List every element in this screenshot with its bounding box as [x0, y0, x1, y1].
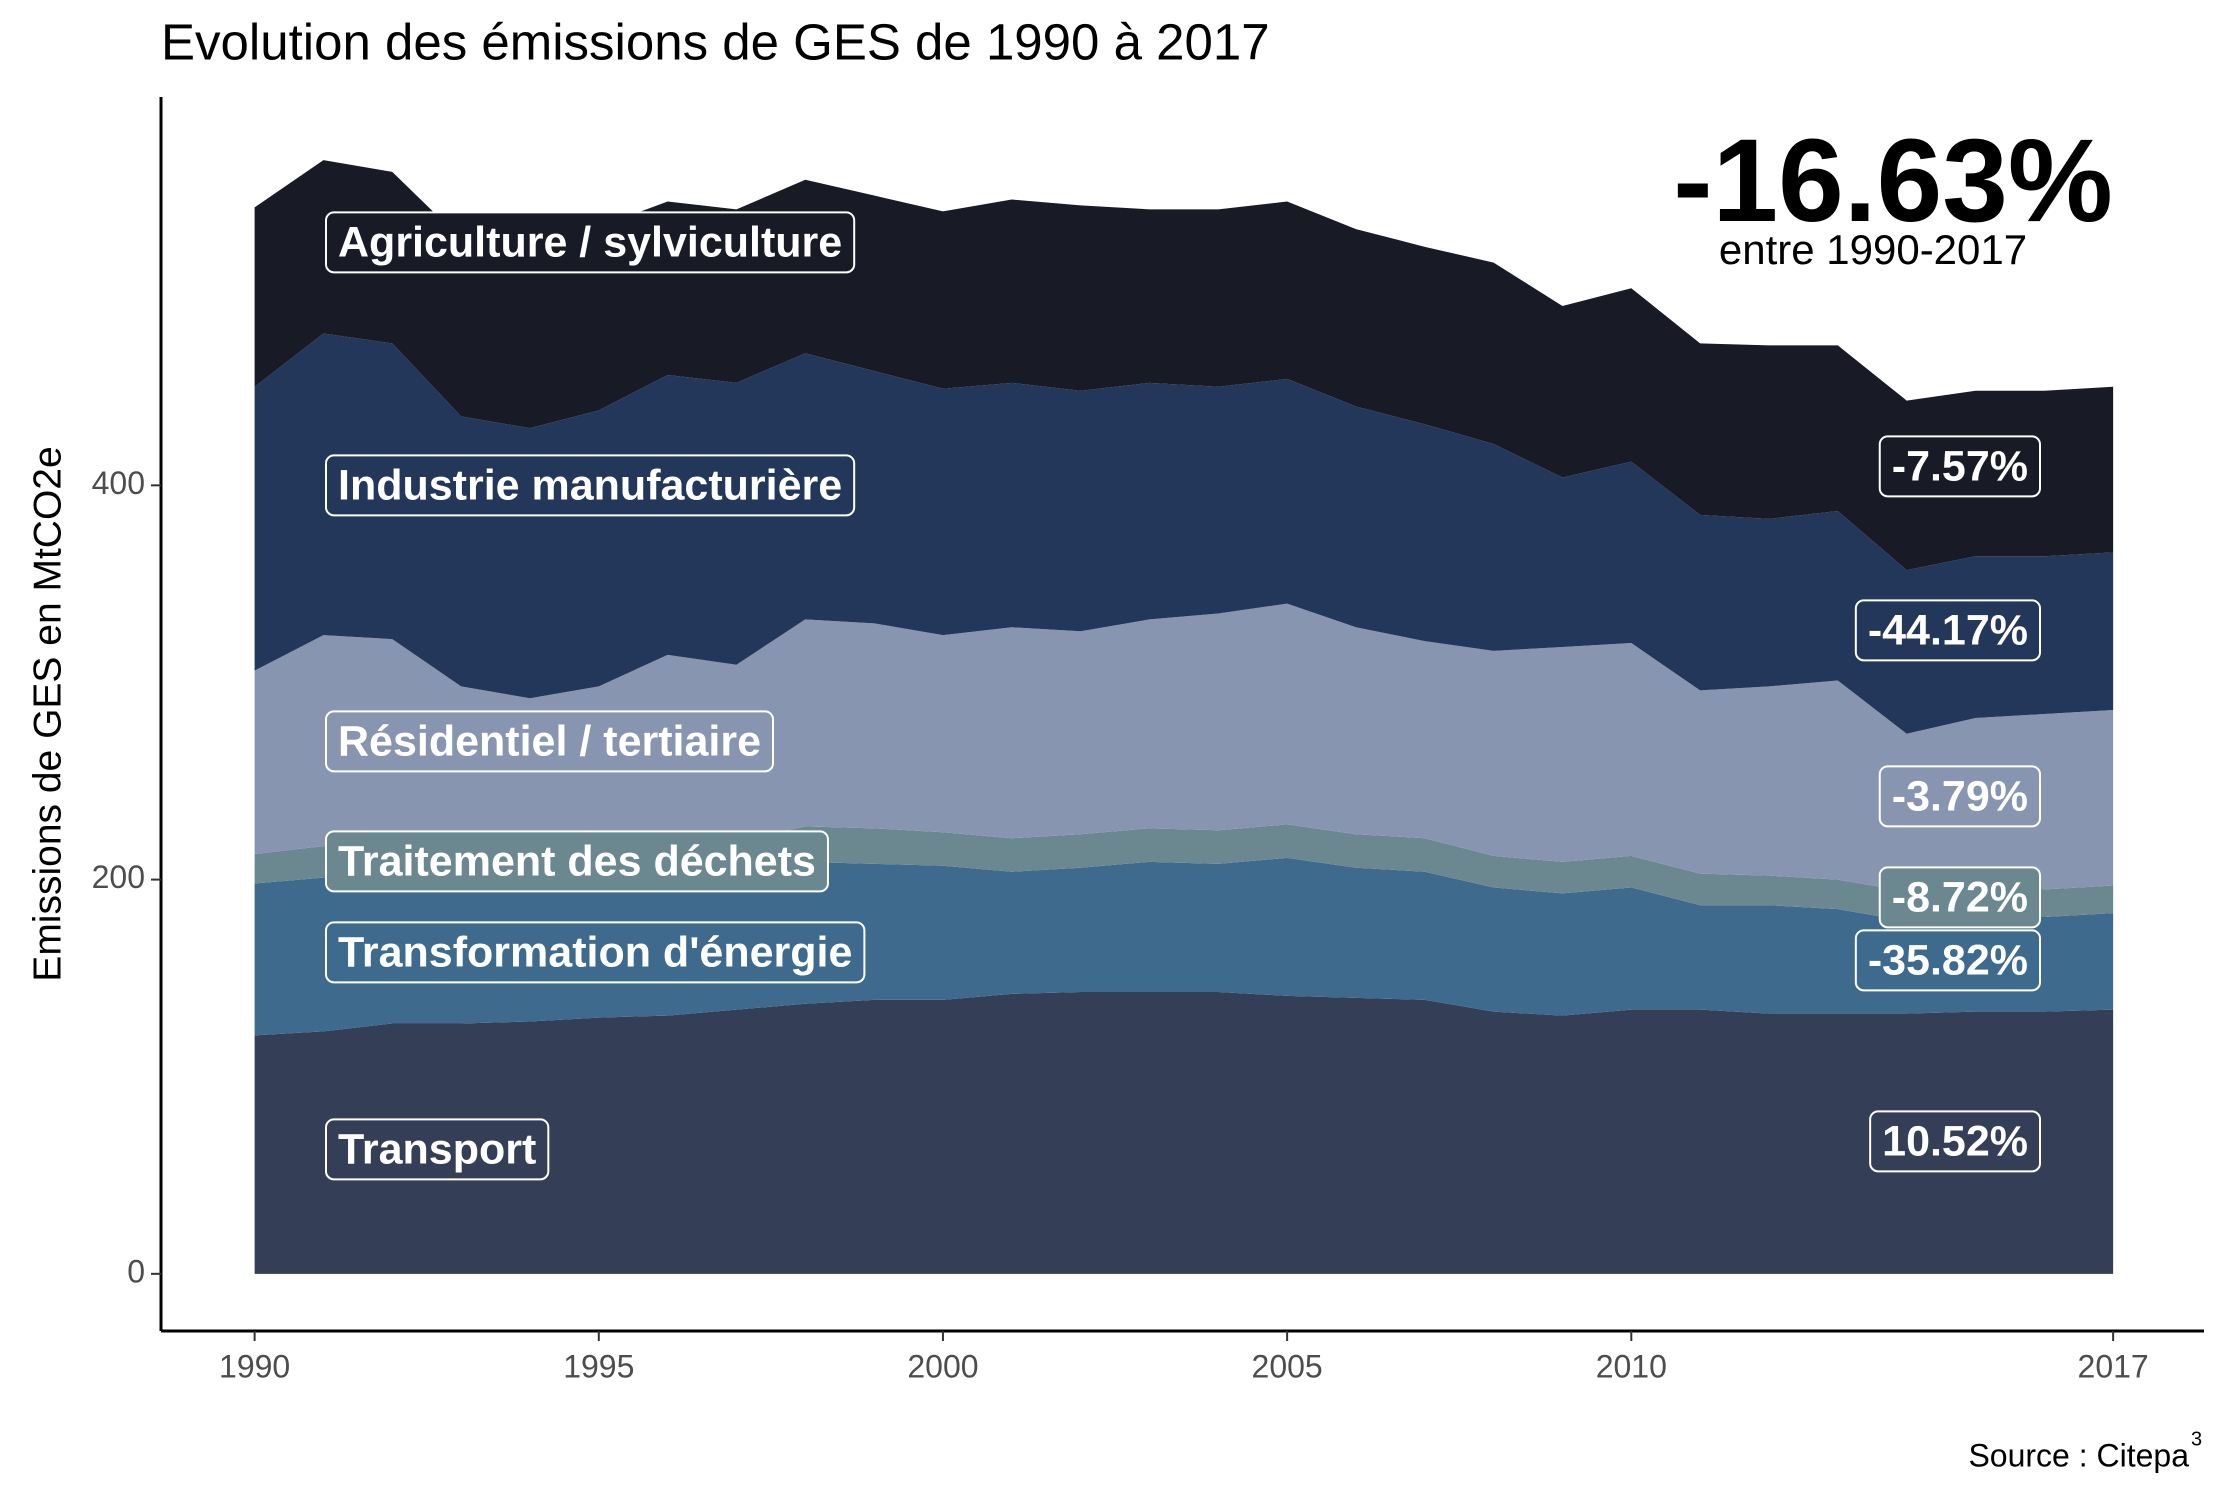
change-label-box — [1854, 599, 2041, 662]
headline-sub: entre 1990-2017 — [1719, 226, 2027, 273]
chart-title: Evolution des émissions de GES de 1990 à… — [161, 13, 1270, 70]
series-label-group: Transport — [325, 1118, 550, 1181]
y-tick-label: 400 — [92, 465, 145, 501]
change-label-box — [1878, 765, 2041, 828]
change-label: -8.72% — [1892, 873, 2028, 921]
change-label-group: 10.52% — [1869, 1110, 2041, 1173]
x-tick-label: 2005 — [1252, 1348, 1323, 1384]
x-tick-label: 1995 — [563, 1348, 634, 1384]
series-label: Transport — [338, 1125, 536, 1173]
change-label-box — [1854, 929, 2041, 992]
caption: Source : Citepa — [1968, 1437, 2189, 1473]
area — [254, 603, 2114, 892]
x-tick-label: 2010 — [1596, 1348, 1667, 1384]
area — [254, 991, 2114, 1274]
series-label-box — [325, 1118, 550, 1181]
change-label: 10.52% — [1882, 1117, 2028, 1165]
series-label: Transformation d'énergie — [338, 928, 852, 976]
change-label: -35.82% — [1868, 936, 2028, 984]
change-label-group: -8.72% — [1878, 866, 2041, 929]
series-label-group: Agriculture / sylviculture — [325, 211, 856, 274]
change-label-group: -44.17% — [1854, 599, 2041, 662]
series-label-box — [325, 921, 866, 984]
change-label: -3.79% — [1892, 772, 2028, 820]
caption-superscript: 3 — [2191, 1428, 2202, 1450]
series-label: Résidentiel / tertiaire — [338, 717, 761, 765]
x-tick-label: 2000 — [907, 1348, 978, 1384]
series-label-group: Industrie manufacturière — [325, 454, 856, 517]
series-label-group: Transformation d'énergie — [325, 921, 866, 984]
change-label: -7.57% — [1892, 442, 2028, 490]
area — [254, 333, 2114, 734]
series-label: Agriculture / sylviculture — [338, 218, 842, 266]
y-tick-label: 0 — [127, 1253, 145, 1289]
change-label-box — [1869, 1110, 2041, 1173]
y-tick-label: 200 — [92, 859, 145, 895]
series-label-box — [325, 710, 774, 773]
headline: -16.63% — [1673, 115, 2113, 247]
change-label-group: -35.82% — [1854, 929, 2041, 992]
x-tick-label: 2017 — [2078, 1348, 2149, 1384]
series-label-box — [325, 830, 829, 893]
series-label: Traitement des déchets — [338, 837, 816, 885]
area — [254, 857, 2114, 1036]
x-tick-label: 1990 — [219, 1348, 290, 1384]
change-label-box — [1878, 866, 2041, 929]
y-axis-label: Emissions de GES en MtCO2e — [26, 446, 69, 981]
series-label: Industrie manufacturière — [338, 461, 842, 509]
series-label-group: Résidentiel / tertiaire — [325, 710, 774, 773]
change-label-box — [1878, 435, 2041, 498]
series-label-group: Traitement des déchets — [325, 830, 829, 893]
series-label-box — [325, 454, 856, 517]
change-label-group: -7.57% — [1878, 435, 2041, 498]
series-label-box — [325, 211, 856, 274]
change-label: -44.17% — [1868, 606, 2028, 654]
change-label-group: -3.79% — [1878, 765, 2041, 828]
